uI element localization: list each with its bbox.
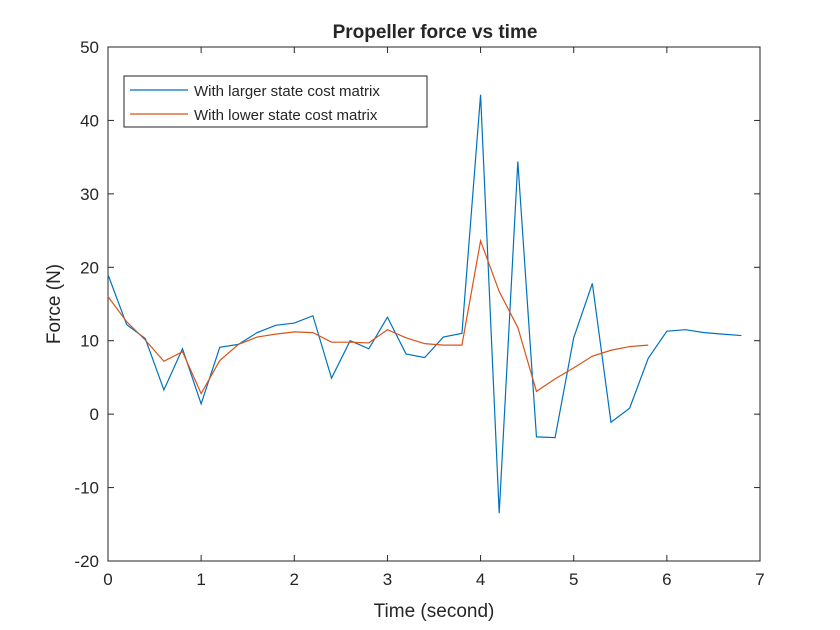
x-tick-label: 5 [569,570,578,589]
x-axis: 0 1 2 3 4 5 6 7 [103,47,765,589]
x-tick-label: 2 [290,570,299,589]
x-tick-label: 3 [383,570,392,589]
plot-area [107,46,761,562]
y-axis-label: Force (N) [44,264,65,344]
y-tick-label: 10 [80,332,99,351]
x-tick-label: 0 [103,570,112,589]
series-line-larger [107,94,742,514]
series-line-lower [107,238,649,395]
legend-label-larger: With larger state cost matrix [194,83,380,100]
y-axis: -20 -10 0 10 20 30 40 50 [74,38,760,571]
legend: With larger state cost matrix With lower… [123,75,428,128]
y-tick-label: -20 [74,552,99,571]
legend-box [123,75,428,128]
y-tick-label: 20 [80,258,99,277]
series-lines [107,94,742,514]
x-tick-label: 7 [755,570,764,589]
y-tick-label: 50 [80,38,99,57]
chart-title: Propeller force vs time [333,22,538,43]
y-tick-label: -10 [74,479,99,498]
x-tick-label: 1 [196,570,205,589]
x-tick-label: 6 [662,570,671,589]
y-tick-label: 0 [90,405,99,424]
x-tick-label: 4 [476,570,485,589]
legend-label-lower: With lower state cost matrix [194,107,378,124]
y-tick-label: 30 [80,185,99,204]
y-tick-label: 40 [80,111,99,130]
x-axis-label: Time (second) [374,601,495,622]
